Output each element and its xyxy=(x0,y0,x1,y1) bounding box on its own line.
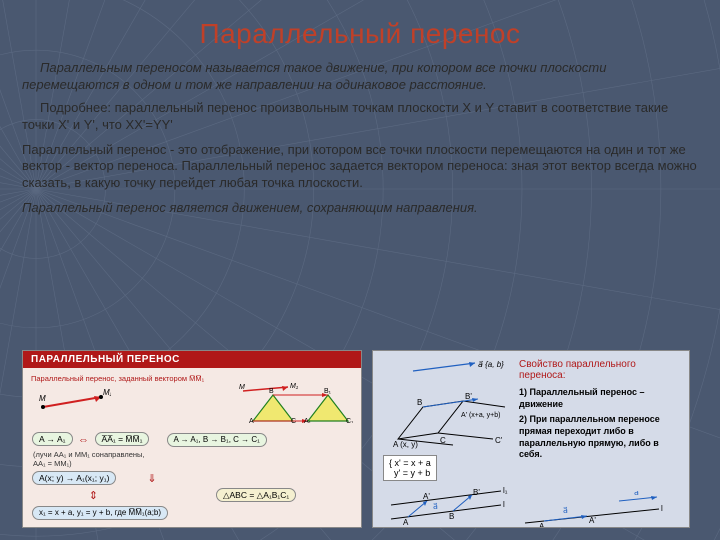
svg-text:a⃗ {a, b}: a⃗ {a, b} xyxy=(478,360,504,369)
svg-text:M: M xyxy=(239,384,245,391)
vector-MM1-diagram: M M₁ xyxy=(31,385,111,421)
triangle-translation-diagram: M M₁ A B C A₁ B₁ C₁ xyxy=(233,383,353,423)
slide-title: Параллельный перенос xyxy=(22,18,698,50)
coord-formula-box: { x' = x + a y' = y + b xyxy=(383,455,437,481)
svg-text:M: M xyxy=(39,394,46,403)
svg-text:B: B xyxy=(269,388,274,395)
svg-text:a⃗: a⃗ xyxy=(563,506,568,515)
svg-text:a⃗: a⃗ xyxy=(433,502,438,511)
pill-formula: x₁ = x + a, y₁ = y + b, где M̅M̅₁(a;b) xyxy=(32,506,168,520)
figure-translation-properties: a⃗ {a, b} A (x, y) B C B' A' (x+a, y+b) … xyxy=(372,350,690,528)
paragraph-property: Параллельный перенос является движением,… xyxy=(22,200,698,217)
svg-text:C: C xyxy=(291,418,296,423)
svg-text:a⃗: a⃗ xyxy=(634,491,639,497)
svg-text:l: l xyxy=(503,500,505,509)
pill-AA1-eq-MM1: A̅A̅₁ = M̅M̅₁ xyxy=(95,432,150,446)
slide-content: Параллельный перенос Параллельным перено… xyxy=(0,0,720,217)
svg-text:B': B' xyxy=(473,488,480,497)
svg-text:A: A xyxy=(539,522,545,528)
paragraph-mapping: Параллельный перенос - это отображение, … xyxy=(22,142,698,193)
iff-icon: ⇔ xyxy=(78,434,89,446)
svg-text:B: B xyxy=(417,398,422,407)
svg-text:B: B xyxy=(449,512,454,521)
parallel-lines-diagram-2: l A A' a⃗ a⃗ xyxy=(519,491,669,528)
svg-text:l: l xyxy=(661,504,663,513)
property-2: 2) При параллельном переносе прямая пере… xyxy=(519,414,679,461)
svg-text:B₁: B₁ xyxy=(324,388,332,395)
parallelepiped-diagram: a⃗ {a, b} A (x, y) B C B' A' (x+a, y+b) … xyxy=(383,359,513,451)
pill-triangle-eq: △ABC = △A₁B₁C₁ xyxy=(216,488,296,502)
figure-left-header: ПАРАЛЛЕЛЬНЫЙ ПЕРЕНОС xyxy=(23,351,361,368)
pill-map-ABC: A → A₁, B → B₁, C → C₁ xyxy=(167,433,267,447)
svg-text:A': A' xyxy=(589,516,596,525)
paragraph-detail: Подробнее: параллельный перенос произвол… xyxy=(22,100,698,134)
property-1: 1) Параллельный перенос – движение xyxy=(519,387,679,410)
figures-row: ПАРАЛЛЕЛЬНЫЙ ПЕРЕНОС Параллельный перено… xyxy=(22,350,698,528)
pill-A-to-A1: A → A₁ xyxy=(32,432,73,446)
svg-text:M₁: M₁ xyxy=(290,383,299,390)
figure-translation-formulas: ПАРАЛЛЕЛЬНЫЙ ПЕРЕНОС Параллельный перено… xyxy=(22,350,362,528)
svg-text:A' (x+a, y+b): A' (x+a, y+b) xyxy=(461,412,500,419)
properties-title: Свойство параллельного переноса: xyxy=(519,359,679,381)
svg-text:l₁: l₁ xyxy=(503,486,508,495)
figure-left-subtitle: Параллельный перенос, заданный вектором … xyxy=(31,374,353,383)
svg-text:C: C xyxy=(440,436,446,445)
svg-text:C₁: C₁ xyxy=(346,418,353,423)
down-arrow-icon: ⇓ xyxy=(122,472,182,485)
updown-arrow-icon: ⇕ xyxy=(89,489,98,502)
svg-text:A (x, y): A (x, y) xyxy=(393,440,418,449)
svg-text:M₁: M₁ xyxy=(103,388,111,397)
svg-text:A₁: A₁ xyxy=(304,418,312,423)
rays-note: (лучи AA₁ и MM₁ сонаправлены, AA₁ = MM₁) xyxy=(33,450,353,468)
paragraph-definition: Параллельным переносом называется такое … xyxy=(22,60,698,94)
pill-Axy: A(x; y) → A₁(x₁; y₁) xyxy=(32,471,116,485)
svg-text:A: A xyxy=(249,418,254,423)
svg-text:C': C' xyxy=(495,436,503,445)
svg-text:A': A' xyxy=(423,492,430,501)
svg-text:B': B' xyxy=(465,392,472,401)
svg-text:A: A xyxy=(403,518,409,527)
parallel-lines-diagram-1: A B A' B' l l₁ a⃗ xyxy=(383,485,513,527)
